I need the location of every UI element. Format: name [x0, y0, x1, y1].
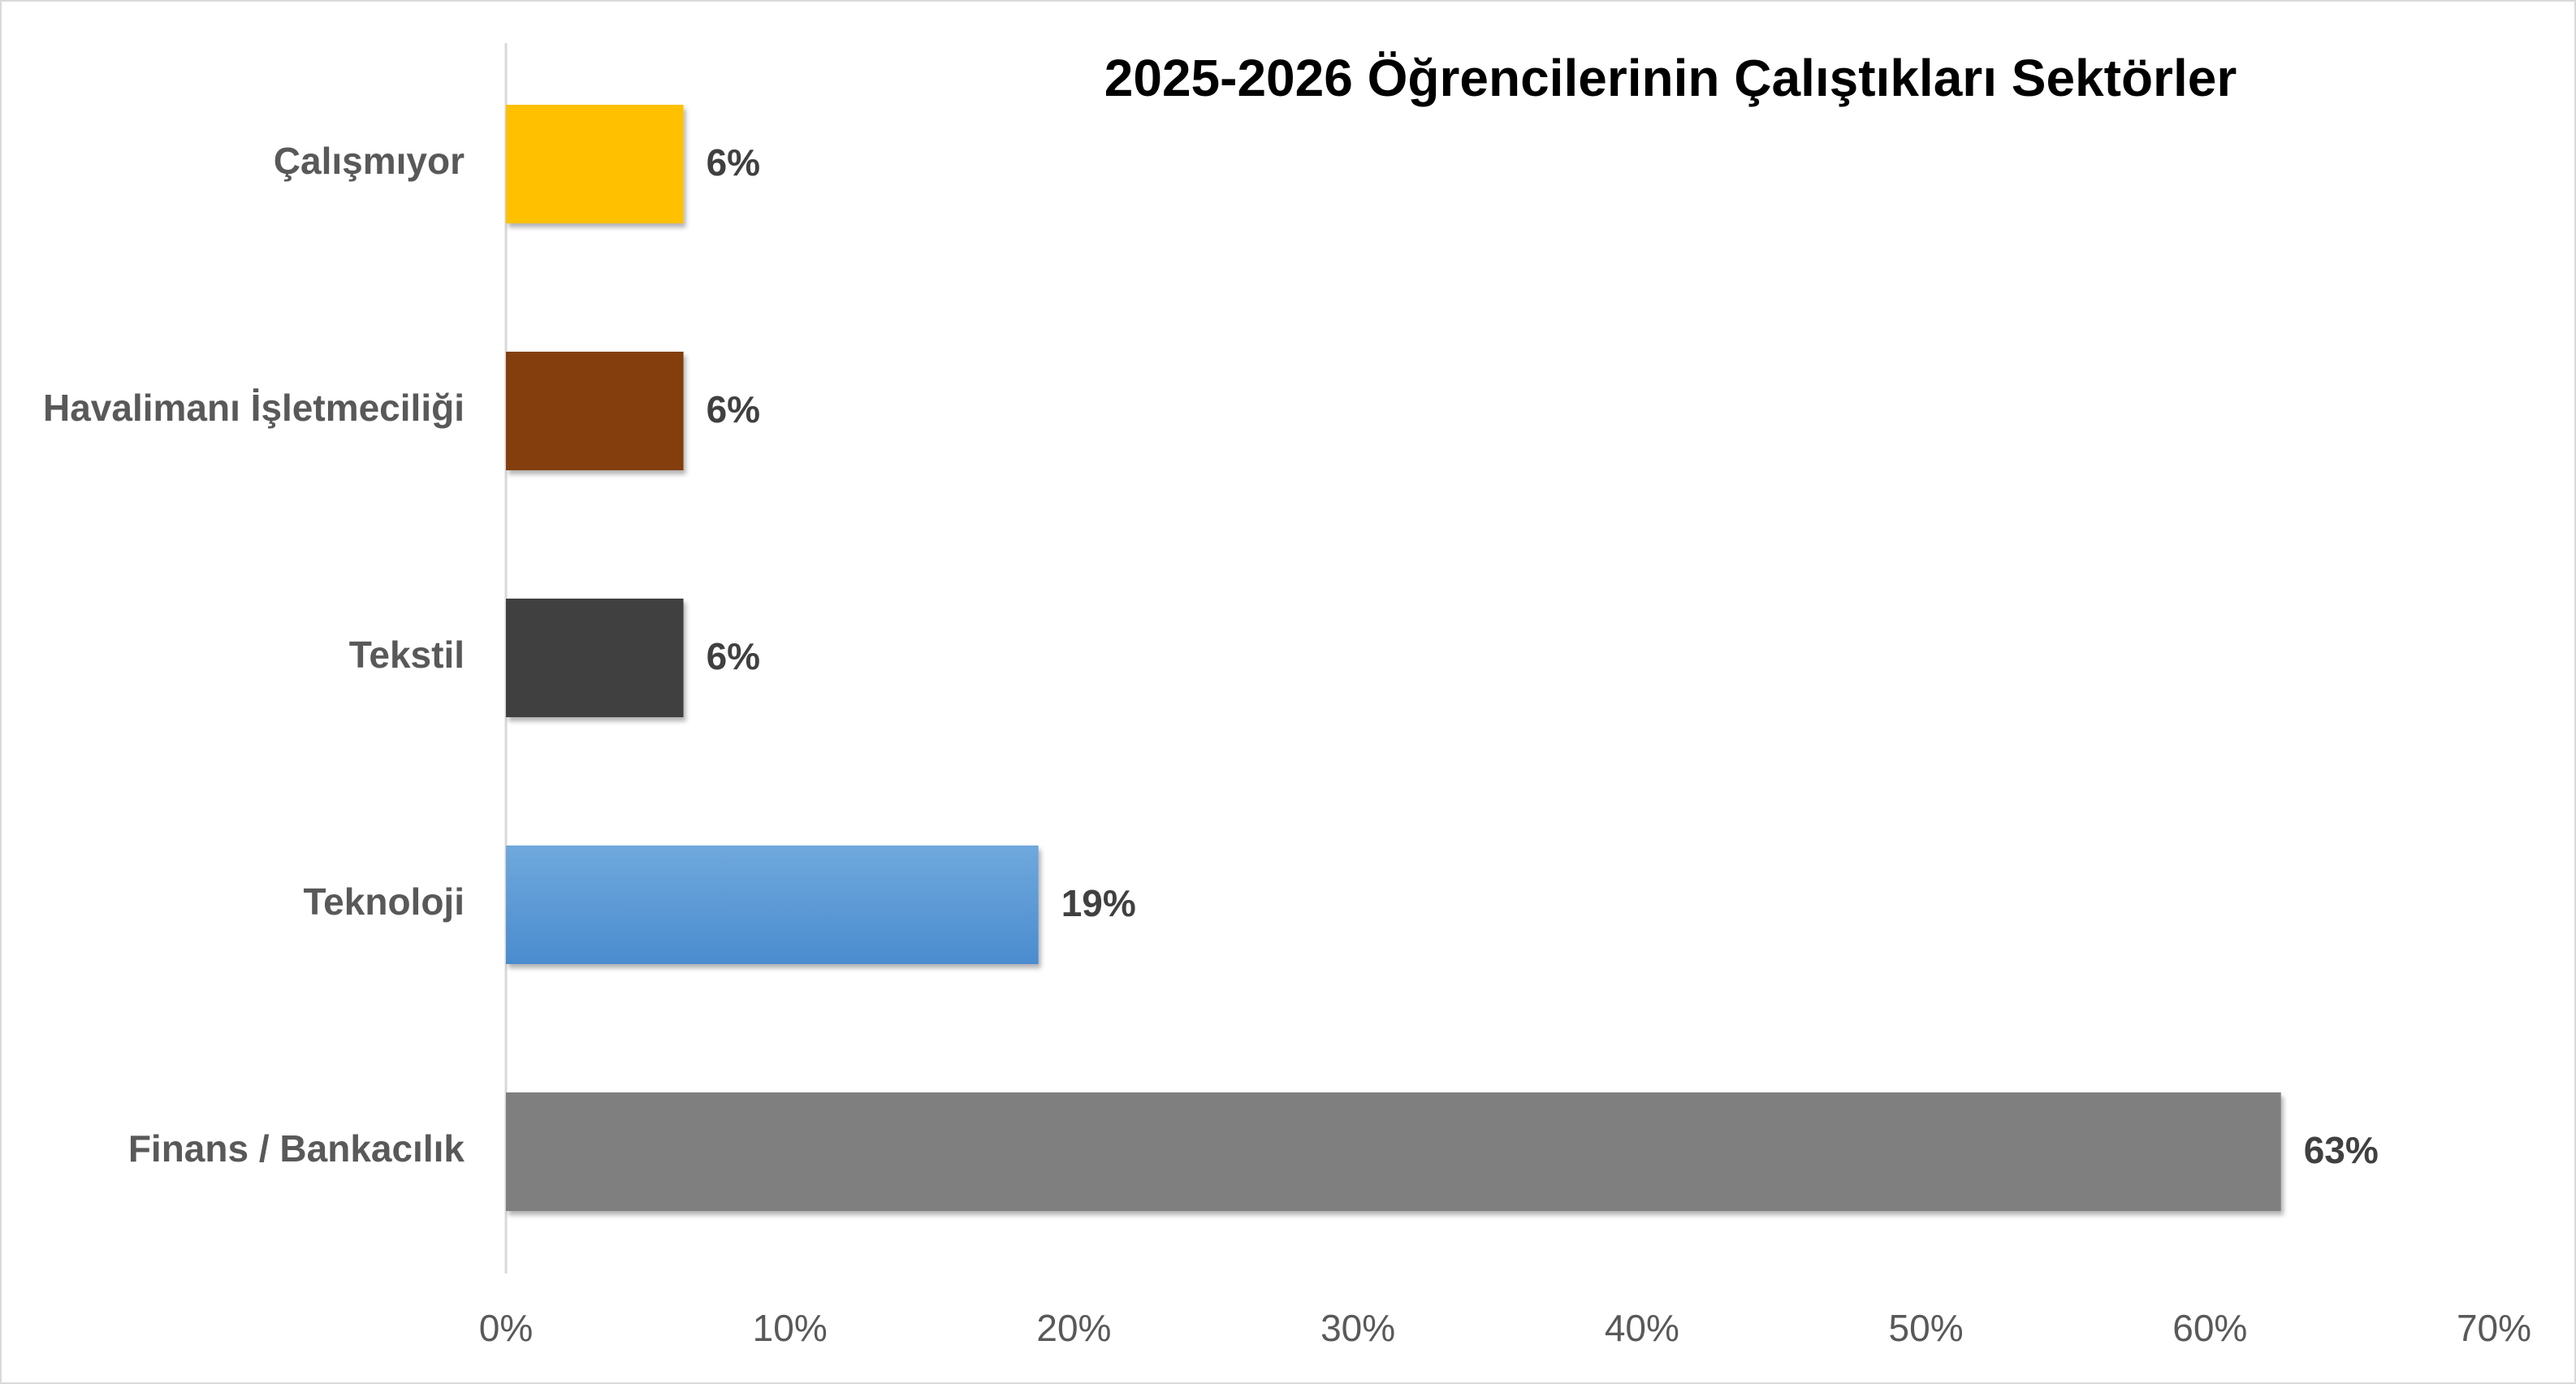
bar — [506, 105, 684, 223]
x-tick-label: 0% — [479, 1307, 533, 1349]
value-label: 6% — [707, 141, 760, 184]
x-tick-label: 50% — [1889, 1307, 1964, 1349]
value-label: 6% — [707, 388, 760, 430]
value-label: 6% — [707, 635, 760, 677]
bar — [506, 352, 684, 470]
x-tick-label: 10% — [753, 1307, 828, 1349]
bar — [506, 599, 684, 717]
bar — [506, 846, 1039, 964]
value-label: 63% — [2304, 1129, 2379, 1171]
x-tick-label: 40% — [1605, 1307, 1679, 1349]
bar — [506, 1092, 2281, 1211]
chart-title: 2025-2026 Öğrencilerinin Çalıştıkları Se… — [1104, 49, 2237, 107]
y-tick-label: Çalışmıyor — [274, 140, 465, 182]
x-tick-label: 70% — [2457, 1307, 2531, 1349]
y-tick-label: Finans / Bankacılık — [128, 1127, 465, 1170]
x-tick-label: 30% — [1320, 1307, 1395, 1349]
value-label: 19% — [1061, 882, 1136, 924]
y-tick-label: Havalimanı İşletmeciliği — [43, 387, 465, 429]
y-tick-label: Tekstil — [349, 634, 465, 676]
x-tick-label: 60% — [2172, 1307, 2247, 1349]
y-tick-label: Teknoloji — [304, 880, 465, 923]
x-tick-label: 20% — [1036, 1307, 1111, 1349]
